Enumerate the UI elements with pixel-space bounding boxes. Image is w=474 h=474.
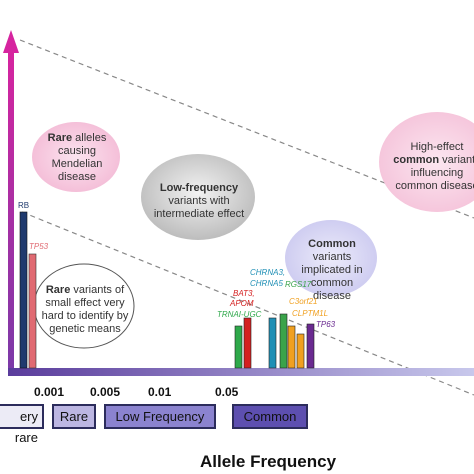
label-apom: APOM — [230, 299, 254, 308]
bar-c3orf21 — [287, 325, 296, 369]
y-axis-arrow-icon — [3, 30, 19, 53]
bar-rb — [19, 211, 28, 369]
label-bat3: BAT3, — [233, 289, 255, 298]
category-common: Common — [232, 404, 308, 429]
bar-tp53 — [28, 253, 37, 369]
rare-small-effect-text: Rare variants of small effect very hard … — [41, 284, 129, 335]
tick-0.001: 0.001 — [34, 385, 65, 399]
bar-trnai-ugc — [234, 325, 243, 369]
label-rgs17: RGS17 — [285, 280, 312, 289]
label-c3orf21: C3orf21 — [289, 297, 318, 306]
rare-mendelian-bubble — [32, 122, 120, 192]
x-axis-title: Allele Frequency — [200, 452, 337, 471]
category-very-rare: ery rare — [0, 404, 44, 445]
tick-0.005: 0.005 — [90, 385, 121, 399]
label-tp53: TP53 — [29, 242, 49, 251]
common-variants-bubble — [285, 220, 377, 296]
tick-0.01: 0.01 — [148, 385, 172, 399]
label-tp63: TP63 — [316, 320, 336, 329]
low-frequency-text: Low-frequency variants with intermediate… — [153, 182, 245, 220]
lower-dashed-line — [21, 211, 474, 396]
y-axis-bar — [8, 52, 14, 374]
high-effect-bubble — [379, 112, 474, 212]
label-trnai-ugc: TRNAI-UGC — [217, 310, 262, 319]
label-clptm1l: CLPTM1L — [292, 309, 329, 318]
label-chrna3: CHRNA3, — [250, 268, 286, 277]
bar-chrna3 — [268, 317, 277, 369]
label-chrna5: CHRNA5 — [250, 279, 283, 288]
tick-0.05: 0.05 — [215, 385, 239, 399]
high-effect-text: High-effect common variants influencing … — [393, 141, 474, 192]
rare-mendelian-text: Rare alleles causing Mendelian disease — [47, 132, 107, 183]
bar-bat3 — [243, 317, 252, 369]
x-axis-bar — [8, 368, 474, 376]
bar-rgs17 — [279, 313, 288, 369]
bar-tp63 — [306, 323, 315, 369]
bar-clptm1l — [296, 333, 305, 369]
common-variants-text: Common variants implicated in common dis… — [301, 238, 363, 302]
category-rare: Rare — [52, 404, 96, 429]
label-rb: RB — [18, 201, 30, 210]
low-frequency-bubble — [141, 154, 255, 240]
category-low-frequency: Low Frequency — [104, 404, 216, 429]
